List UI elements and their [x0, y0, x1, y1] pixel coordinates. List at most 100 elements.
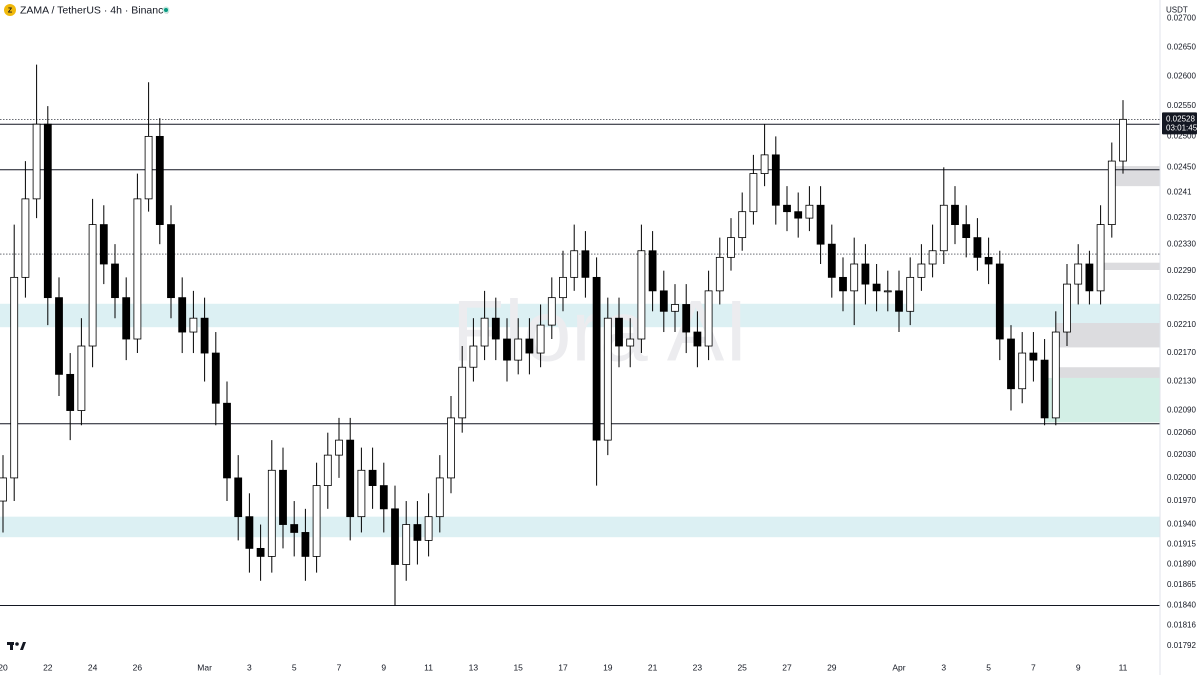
currency-label[interactable]: USDT: [1166, 6, 1188, 15]
candle-body: [66, 373, 75, 411]
candle-body: [514, 338, 523, 361]
x-tick-label: 25: [737, 662, 747, 672]
zone: [1111, 166, 1160, 187]
candle-body: [0, 477, 7, 502]
candle-body: [995, 263, 1004, 340]
candle-body: [99, 224, 108, 265]
candle-body: [570, 250, 579, 278]
candle-body: [939, 204, 948, 252]
x-tick-label: 11: [424, 662, 433, 672]
y-tick-label: 0.02370: [1167, 213, 1196, 222]
candle-body: [615, 317, 623, 347]
candle-body: [1063, 283, 1071, 333]
y-tick-label: 0.01865: [1167, 580, 1196, 589]
x-tick-label: 23: [693, 662, 703, 672]
y-tick-label: 0.02330: [1167, 239, 1196, 248]
x-tick-label: 20: [0, 662, 8, 672]
x-tick-label: 13: [469, 662, 479, 672]
y-tick-label: 0.02650: [1167, 42, 1196, 51]
x-tick-label: 27: [782, 662, 792, 672]
candle-body: [133, 198, 142, 340]
x-tick-label: 3: [941, 662, 946, 672]
candle-body: [480, 317, 489, 347]
candles: [0, 64, 1127, 606]
x-tick-label: 9: [1076, 662, 1081, 672]
candle-body: [648, 250, 657, 292]
candle-body: [357, 469, 366, 518]
x-tick-label: 11: [1119, 662, 1128, 672]
zones: [0, 166, 1160, 538]
candle-body: [290, 524, 299, 533]
candle-body: [1051, 331, 1060, 419]
x-tick-label: 7: [1031, 662, 1036, 672]
candle-body: [693, 331, 702, 347]
symbol-icon-text: Z: [8, 7, 13, 14]
zone: [0, 303, 1160, 328]
zone: [0, 516, 1160, 538]
candle-body: [458, 366, 467, 419]
candle-body: [861, 263, 870, 285]
y-tick-label: 0.01940: [1167, 520, 1196, 529]
candle-body: [10, 276, 19, 479]
candle-body: [223, 402, 231, 479]
candle-body: [1096, 224, 1105, 292]
logo: [7, 642, 26, 650]
candle-body: [391, 508, 399, 565]
candle-body: [402, 524, 411, 565]
candle-body: [872, 283, 881, 292]
x-tick-label: Mar: [197, 662, 212, 672]
y-tick-label: 0.02550: [1167, 101, 1196, 110]
x-tick-label: 26: [133, 662, 143, 672]
x-tick-label: 24: [88, 662, 98, 672]
candle-body: [424, 516, 433, 541]
candle-body: [895, 290, 903, 312]
zone: [1055, 367, 1160, 378]
candle-body: [43, 123, 52, 299]
y-tick-label: 0.01890: [1167, 560, 1196, 569]
candle-body: [435, 477, 444, 518]
candle-body: [211, 352, 220, 404]
zone: [1100, 262, 1160, 271]
y-tick-label: 0.01840: [1167, 601, 1196, 610]
candle-body: [447, 417, 455, 479]
candle-body: [256, 547, 265, 557]
price-tag: [1162, 112, 1197, 135]
candle-body: [1085, 263, 1094, 292]
y-tick-label: 0.02090: [1167, 406, 1196, 415]
candle-body: [122, 297, 131, 340]
x-tick-label: Apr: [892, 662, 905, 672]
axes: 0.02700 0.02650 0.02600 0.02550 0.02500 0.024…: [0, 14, 1198, 673]
y-tick-label: 0.01792: [1167, 641, 1196, 650]
zone: [1044, 377, 1160, 423]
candle-body: [760, 154, 769, 174]
candle-body: [525, 338, 534, 354]
candle-body: [839, 276, 847, 292]
y-tick-label: 0.0241: [1167, 188, 1192, 197]
y-tick-label: 0.02130: [1167, 377, 1196, 386]
y-tick-label: 0.02210: [1167, 320, 1196, 329]
candle-body: [1074, 263, 1083, 285]
chart-title[interactable]: ZAMA / TetherUS · 4h · Binance: [20, 4, 169, 16]
candle-body: [1107, 160, 1116, 225]
candle-body: [77, 345, 86, 411]
candle-body: [491, 317, 500, 340]
candle-body: [883, 290, 892, 293]
candle-body: [951, 204, 959, 225]
x-tick-label: 15: [513, 662, 523, 672]
candle-body: [659, 290, 668, 312]
candle-body: [379, 485, 388, 510]
candle-body: [547, 297, 556, 326]
candle-body: [536, 324, 545, 354]
x-tick-label: 7: [337, 662, 342, 672]
status-dot: [164, 8, 168, 12]
y-tick-label: 0.02290: [1167, 266, 1196, 275]
candle-body: [783, 204, 791, 213]
candle-body: [267, 469, 276, 557]
y-tick-label: 0.02060: [1167, 428, 1196, 437]
x-tick-label: 22: [43, 662, 53, 672]
x-tick-label: 19: [603, 662, 613, 672]
candle-body: [1029, 352, 1038, 361]
candle-body: [312, 485, 321, 557]
y-tick-label: 0.02250: [1167, 293, 1196, 302]
